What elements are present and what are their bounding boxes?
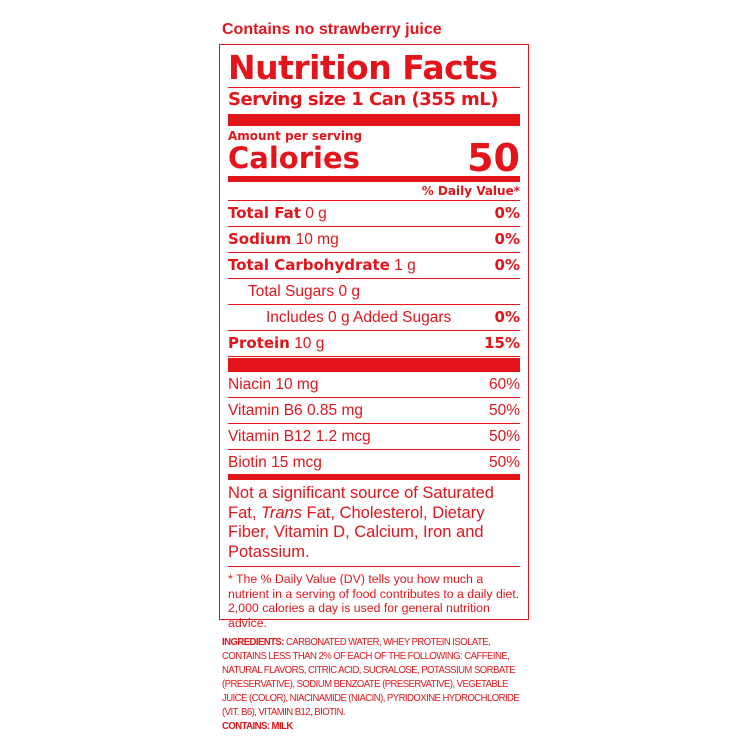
nutrient-dv: 0%	[494, 308, 520, 326]
nutrient-row: Protein 10 g 15%	[228, 331, 520, 357]
vitamin-name: Vitamin B6 0.85 mg	[228, 402, 363, 419]
nutrient-label: Total Fat 0 g	[228, 201, 327, 226]
nutrient-name: Sodium	[228, 230, 292, 248]
calories-label: Calories	[228, 141, 360, 175]
nutrient-label: Includes 0 g Added Sugars	[228, 305, 451, 330]
vitamin-row: Vitamin B12 1.2 mcg 50%	[228, 424, 520, 450]
vitamin-dv: 60%	[488, 376, 520, 393]
allergen-statement: CONTAINS: MILK	[222, 721, 293, 732]
ingredients: INGREDIENTS: CARBONATED WATER, WHEY PROT…	[222, 636, 530, 734]
vitamin-dv: 50%	[488, 428, 520, 445]
nutrient-amount: 0 g	[338, 283, 361, 300]
nutrient-label: Protein 10 g	[228, 331, 324, 356]
daily-value-header: % Daily Value*	[228, 182, 520, 201]
nutrient-label: Sodium 10 mg	[228, 227, 339, 252]
nutrient-row: Includes 0 g Added Sugars 0%	[228, 305, 520, 331]
vitamin-name: Vitamin B12 1.2 mcg	[228, 428, 371, 445]
nutrient-label: Total Sugars 0 g	[228, 279, 360, 304]
header-note: Contains no strawberry juice	[222, 21, 442, 38]
note-text: Fat, Cholesterol, Dietary Fiber, Vitamin…	[228, 503, 485, 561]
nutrient-dv: 0%	[494, 256, 520, 274]
nutrient-dv: 0%	[494, 230, 520, 248]
divider-medium	[228, 474, 520, 480]
not-significant-note: Not a significant source of Saturated Fa…	[228, 480, 520, 567]
nutrient-name: Total Carbohydrate	[228, 256, 390, 274]
vitamin-name: Biotin 15 mcg	[228, 454, 322, 471]
nutrient-name: Total Fat	[228, 204, 301, 222]
vitamin-dv: 50%	[488, 454, 520, 471]
nutrient-dv: 0%	[494, 204, 520, 222]
nutrient-dv: 15%	[484, 334, 520, 352]
panel-title: Nutrition Facts	[228, 49, 520, 88]
nutrient-amount: 1 g	[394, 257, 416, 274]
nutrient-amount: 0 g	[305, 205, 327, 222]
vitamin-dv: 50%	[488, 402, 520, 419]
nutrient-name: Protein	[228, 334, 290, 352]
nutrient-row: Total Carbohydrate 1 g 0%	[228, 253, 520, 279]
footnote: * The % Daily Value (DV) tells you how m…	[228, 572, 520, 630]
ingredients-text: CARBONATED WATER, WHEY PROTEIN ISOLATE, …	[222, 637, 520, 718]
vitamin-name: Niacin 10 mg	[228, 376, 319, 393]
nutrient-row: Total Sugars 0 g	[228, 279, 520, 305]
nutrient-name: Total Sugars	[248, 283, 335, 300]
nutrient-amount: 10 mg	[295, 231, 339, 248]
nutrient-row: Sodium 10 mg 0%	[228, 227, 520, 253]
divider-medium	[228, 176, 520, 182]
calories-row: Calories 50	[228, 136, 520, 180]
divider-thick	[228, 358, 520, 372]
amount-per-serving: Amount per serving	[228, 129, 363, 143]
vitamin-row: Vitamin B6 0.85 mg 50%	[228, 398, 520, 424]
ingredients-label: INGREDIENTS:	[222, 637, 284, 648]
nutrient-amount: 0 g Added Sugars	[328, 309, 452, 326]
nutrient-row: Total Fat 0 g 0%	[228, 201, 520, 227]
nutrient-label: Total Carbohydrate 1 g	[228, 253, 416, 278]
vitamin-row: Biotin 15 mcg 50%	[228, 450, 520, 475]
divider-thick	[228, 114, 520, 126]
nutrient-amount: 10 g	[294, 335, 325, 352]
note-text: Not a significant source of Saturated Fa…	[228, 484, 494, 522]
vitamin-row: Niacin 10 mg 60%	[228, 372, 520, 398]
serving-size: Serving size 1 Can (355 mL)	[228, 89, 499, 110]
nutrition-facts-panel: Nutrition Facts Serving size 1 Can (355 …	[219, 44, 529, 630]
calories-value: 50	[467, 136, 520, 180]
nutrient-name: Includes	[266, 309, 324, 326]
note-italic: Trans	[261, 503, 302, 522]
